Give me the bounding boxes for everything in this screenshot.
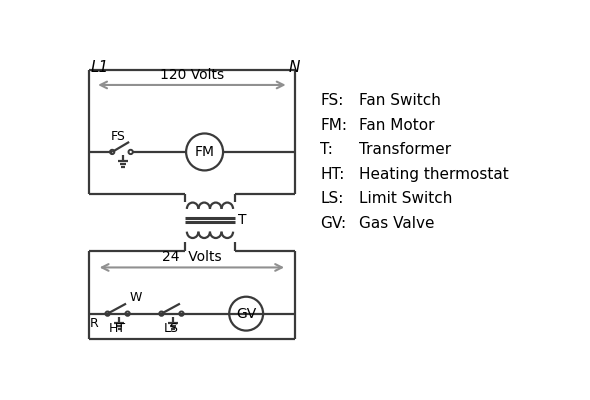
Text: FS:: FS:: [320, 93, 343, 108]
Text: T: T: [238, 213, 246, 227]
Text: LS: LS: [164, 322, 179, 335]
Text: FM: FM: [195, 145, 215, 159]
Text: Transformer: Transformer: [359, 142, 451, 157]
Text: N: N: [289, 60, 300, 74]
Text: GV:: GV:: [320, 216, 346, 231]
Text: R: R: [90, 317, 99, 330]
Text: Heating thermostat: Heating thermostat: [359, 167, 509, 182]
Text: Gas Valve: Gas Valve: [359, 216, 434, 231]
Text: HT: HT: [109, 322, 126, 335]
Text: W: W: [130, 292, 142, 304]
Text: Limit Switch: Limit Switch: [359, 192, 452, 206]
Text: T:: T:: [320, 142, 333, 157]
Text: 24  Volts: 24 Volts: [162, 250, 222, 264]
Text: FS: FS: [111, 130, 126, 143]
Text: FM:: FM:: [320, 118, 347, 132]
Text: L1: L1: [91, 60, 109, 74]
Text: GV: GV: [236, 307, 256, 321]
Text: LS:: LS:: [320, 192, 343, 206]
Text: HT:: HT:: [320, 167, 345, 182]
Text: 120 Volts: 120 Volts: [160, 68, 224, 82]
Text: Fan Switch: Fan Switch: [359, 93, 441, 108]
Text: Fan Motor: Fan Motor: [359, 118, 434, 132]
